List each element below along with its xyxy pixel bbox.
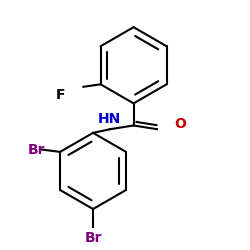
Text: O: O [174, 117, 186, 131]
Text: Br: Br [28, 143, 45, 157]
Text: Br: Br [84, 231, 102, 245]
Text: F: F [55, 88, 65, 102]
Text: HN: HN [98, 112, 121, 126]
